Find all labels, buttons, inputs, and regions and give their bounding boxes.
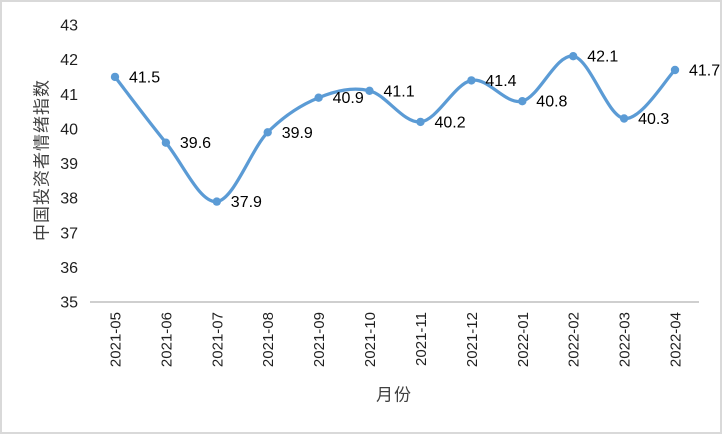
- y-tick-label: 37: [60, 225, 78, 242]
- data-point-marker: [263, 128, 272, 137]
- data-point-marker: [161, 138, 171, 147]
- x-tick-label: 2021-07: [209, 312, 226, 367]
- data-point-label: 40.8: [536, 94, 567, 111]
- data-point-marker: [416, 117, 425, 127]
- data-point-label: 41.7: [689, 63, 720, 80]
- x-tick-label: 2021-12: [464, 312, 481, 367]
- data-point-marker: [619, 114, 629, 123]
- data-point-label: 39.6: [180, 135, 211, 152]
- data-point-label: 37.9: [231, 194, 262, 211]
- y-tick-label: 41: [60, 87, 78, 104]
- data-point-label: 40.2: [435, 114, 466, 131]
- data-point-marker: [569, 52, 578, 61]
- x-tick-label: 2022-02: [566, 312, 583, 367]
- y-tick-label: 43: [60, 18, 78, 35]
- y-tick-label: 42: [60, 52, 78, 69]
- data-point-marker: [212, 197, 221, 206]
- series-line: [113, 54, 677, 204]
- x-tick-label: 2021-09: [311, 312, 328, 367]
- x-tick-label: 2022-03: [617, 312, 634, 367]
- data-point-label: 39.9: [282, 125, 313, 142]
- y-tick-label: 40: [60, 121, 78, 138]
- y-tick-label: 36: [60, 260, 78, 277]
- x-tick-label: 2021-08: [260, 312, 277, 367]
- data-point-marker: [518, 97, 527, 106]
- x-tick-label: 2021-05: [108, 312, 125, 367]
- y-tick-label: 38: [60, 191, 78, 208]
- y-tick-label: 35: [60, 295, 78, 312]
- x-tick-label: 2021-06: [158, 312, 175, 367]
- data-point-label: 40.3: [638, 111, 669, 128]
- data-point-marker: [314, 93, 323, 102]
- data-point-label: 42.1: [587, 49, 618, 66]
- x-tick-label: 2021-10: [362, 312, 379, 367]
- y-tick-label: 39: [60, 156, 78, 173]
- x-tick-label: 2021-11: [413, 312, 430, 366]
- x-tick-label: 2022-04: [668, 312, 685, 367]
- x-tick-label: 2022-01: [515, 312, 532, 367]
- data-point-marker: [110, 72, 120, 82]
- data-point-marker: [467, 76, 476, 85]
- x-axis-title: 月份: [376, 385, 412, 405]
- data-point-marker: [670, 65, 680, 75]
- data-point-label: 41.1: [384, 83, 415, 100]
- data-point-marker: [365, 86, 374, 96]
- data-point-label: 41.4: [485, 73, 516, 90]
- data-point-label: 40.9: [333, 90, 364, 107]
- data-point-label: 41.5: [129, 69, 160, 86]
